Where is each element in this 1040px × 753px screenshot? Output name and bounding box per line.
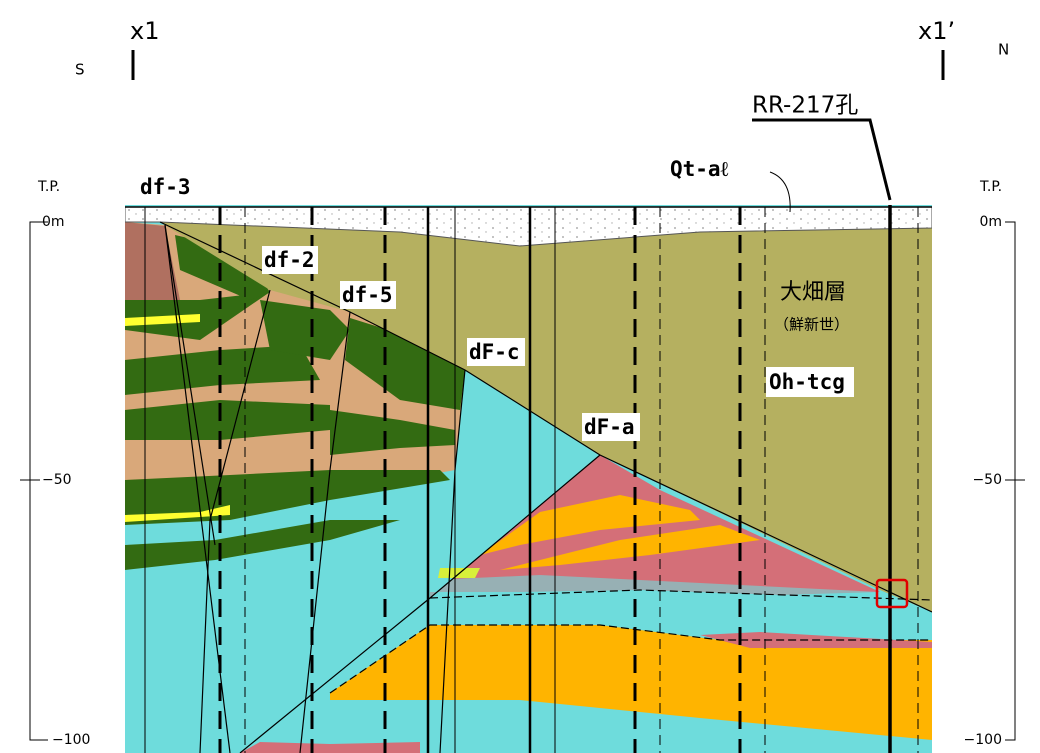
formation-label: 大畑層 [780,280,846,305]
yellow-layer [125,314,200,326]
unit-label: Oh-tcg [769,370,845,394]
label-bg [582,413,640,441]
yellow-layer [125,505,230,522]
highlight-box [875,578,909,609]
scale-tick-label: −100 [964,732,1002,748]
scale-tick-label: 0m [979,214,1002,230]
fault-label: dF-c [469,340,520,364]
fault-label: dF-a [584,415,635,439]
pink-layer [240,742,420,753]
age-label: （鮮新世） [774,316,849,334]
fault-lines [159,221,932,753]
fault-label: df-2 [264,248,315,272]
datum-label: T.P. [37,179,60,195]
borehole-leader [752,118,892,201]
orange-layer [330,625,932,740]
qt-leader [769,171,791,213]
label-bg [340,281,396,309]
unit-label: Qt-aℓ [670,157,729,181]
fault-label: df-5 [342,283,393,307]
fault-label: df-3 [140,175,191,199]
label-bg [467,338,525,366]
green-layers [125,235,465,570]
left-marker: x1 [130,17,159,45]
right-direction: N [998,41,1009,59]
scale-axis [20,221,48,741]
datum-label: T.P. [979,179,1002,195]
scale-tick-label: −100 [52,732,90,748]
label-bg [766,367,854,397]
orange-layer [500,525,760,570]
label-bg [262,246,318,274]
borehole-label: RR-217孔 [752,93,858,119]
scale-tick-label: −50 [972,472,1002,488]
brown-layer [125,222,180,300]
right-marker: x1’ [918,17,955,45]
scale-tick-label: 0m [42,214,65,230]
geology [125,205,932,753]
scale-axis [1005,221,1025,741]
quaternary-cover [125,206,932,247]
scale-tick-label: −50 [42,472,72,488]
orange-layer [480,495,700,555]
left-direction: S [75,61,85,79]
